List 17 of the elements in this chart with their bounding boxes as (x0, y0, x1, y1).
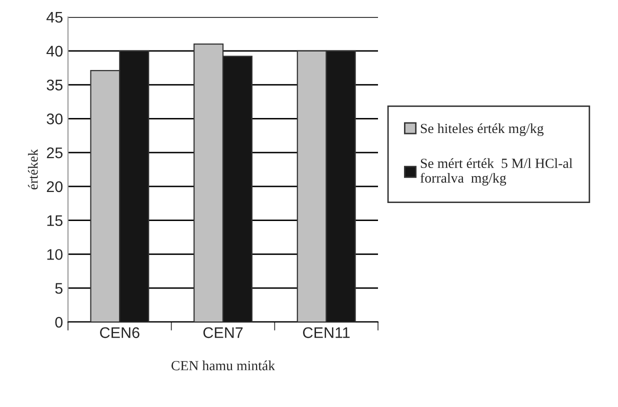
y-tick-label: 0 (55, 316, 63, 328)
x-tick-label: CEN6 (100, 327, 140, 338)
y-tick-label: 35 (46, 80, 62, 90)
y-tick-label: 40 (46, 46, 63, 57)
y-axis-title: értékek (28, 149, 38, 190)
y-tick-label: 30 (46, 114, 63, 124)
y-tick-label: 20 (46, 181, 63, 192)
legend-label: Se hiteles érték mg/kg (420, 123, 544, 136)
y-tick-label: 15 (47, 215, 62, 226)
x-tick-label: CEN7 (203, 327, 243, 338)
y-tick-label: 45 (46, 12, 62, 23)
y-tick-label: 10 (47, 249, 63, 260)
y-tick-label: 25 (46, 147, 62, 158)
x-axis-title: CEN hamu minták (171, 360, 276, 370)
y-tick-label: 5 (55, 283, 62, 294)
x-tick-label: CEN11 (303, 327, 350, 338)
legend-label: Se mért érték 5 M/l HCl-al forralva mg/kg (420, 158, 572, 186)
